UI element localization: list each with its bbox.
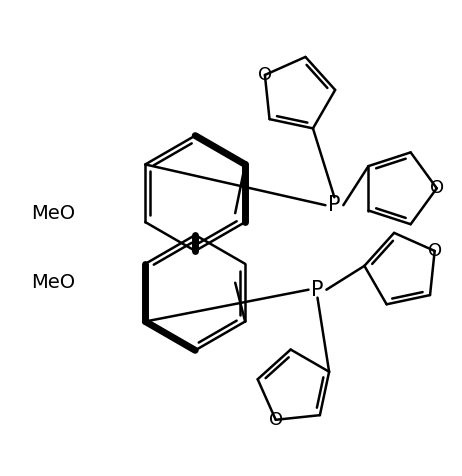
- Text: P: P: [328, 195, 340, 215]
- Text: O: O: [269, 411, 283, 429]
- Text: O: O: [428, 242, 442, 260]
- Text: P: P: [311, 280, 324, 300]
- Text: MeO: MeO: [31, 273, 75, 292]
- Text: MeO: MeO: [31, 204, 75, 223]
- Text: O: O: [430, 179, 444, 197]
- Text: O: O: [258, 66, 272, 84]
